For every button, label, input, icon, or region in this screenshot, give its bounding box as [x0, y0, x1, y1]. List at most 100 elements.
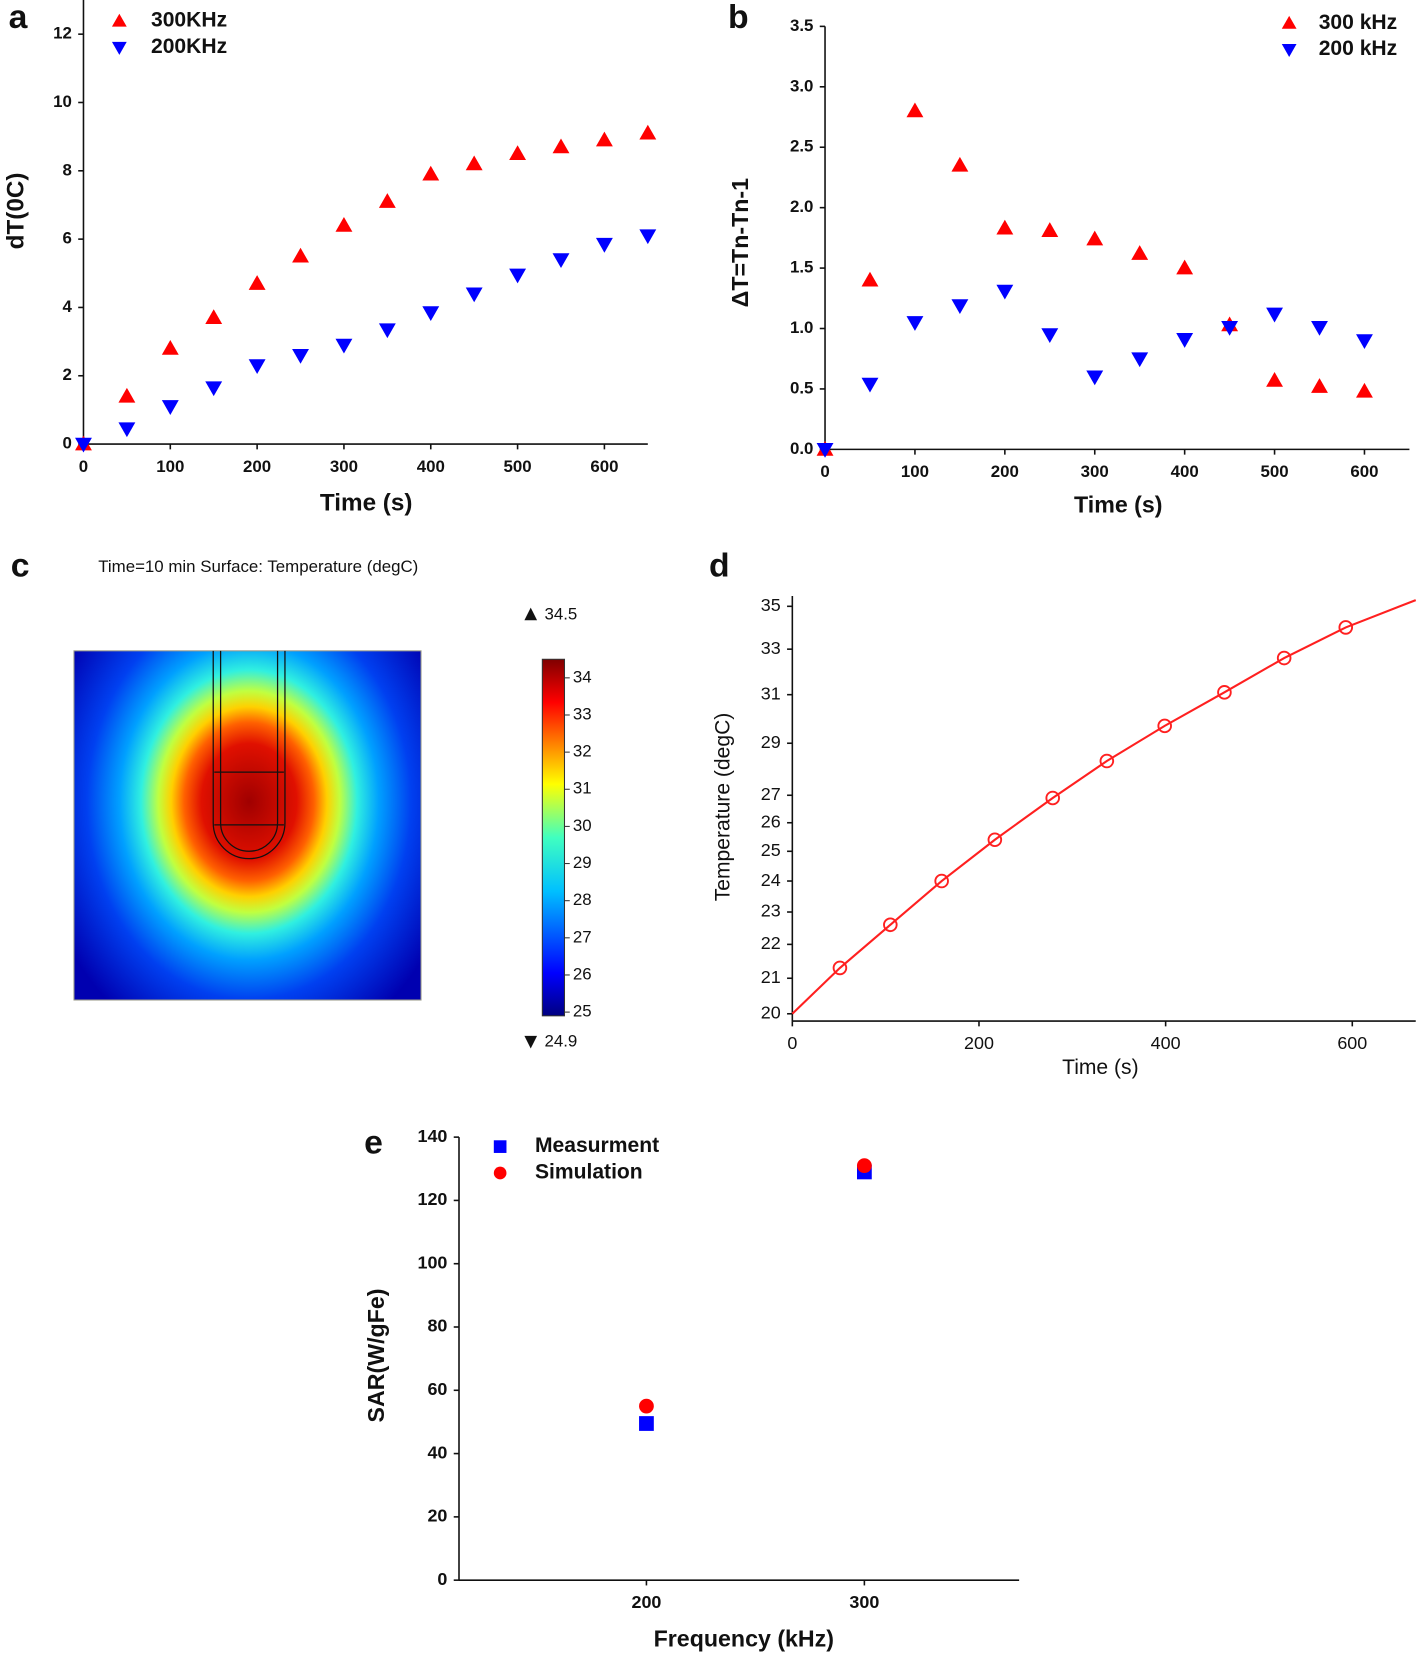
x-tick-label: 200	[991, 462, 1019, 481]
x-tick-label: 400	[1151, 1033, 1181, 1053]
y-tick-label: 20	[761, 1003, 781, 1023]
marker	[996, 284, 1014, 300]
marker	[465, 155, 483, 171]
marker	[832, 960, 848, 976]
marker	[335, 338, 353, 354]
x-tick-label: 100	[156, 457, 184, 476]
marker	[1221, 320, 1239, 336]
colorbar-tick-label: 25	[573, 1002, 592, 1021]
marker	[1131, 352, 1149, 368]
x-axis-title: Time (s)	[320, 490, 413, 517]
marker	[861, 271, 879, 287]
marker	[422, 165, 440, 181]
y-tick-label: 3.5	[790, 16, 813, 35]
marker	[906, 316, 924, 331]
marker	[1086, 230, 1104, 246]
x-tick-label: 600	[1350, 462, 1378, 481]
x-tick-label: 600	[590, 457, 618, 476]
marker	[934, 873, 949, 889]
x-axis-title: Time (s)	[1062, 1056, 1139, 1079]
y-axis-title: dT(0C)	[2, 173, 29, 250]
legend-label: 300KHz	[151, 9, 227, 32]
marker	[883, 917, 898, 933]
heatmap-title: Time=10 min Surface: Temperature (degC)	[98, 557, 418, 576]
x-tick-label: 0	[820, 462, 829, 481]
marker	[1311, 378, 1328, 393]
marker	[996, 219, 1014, 235]
legend-marker	[111, 13, 127, 27]
x-tick-label: 300	[330, 457, 358, 476]
legend-label: 200KHz	[151, 35, 227, 58]
y-axis-title: ΔT=Tn-Tn-1	[727, 178, 753, 307]
y-tick-label: 3.0	[790, 76, 813, 95]
y-tick-label: 12	[53, 24, 72, 43]
marker	[1338, 620, 1354, 635]
marker	[1276, 650, 1292, 666]
min-arrow	[524, 1035, 538, 1049]
legend-label: Measurment	[535, 1134, 659, 1157]
y-tick-label: 8	[62, 160, 71, 179]
x-tick-label: 200	[631, 1592, 661, 1612]
marker	[1099, 753, 1115, 769]
colorbar-tick-label: 32	[573, 742, 592, 761]
y-tick-label: 2.0	[790, 197, 813, 216]
y-tick-label: 80	[427, 1316, 447, 1336]
marker	[248, 359, 266, 374]
x-tick-label: 100	[901, 462, 929, 481]
y-axis-title: SAR(W/gFe)	[363, 1289, 389, 1423]
marker	[1086, 370, 1104, 386]
marker	[118, 387, 136, 403]
colorbar-tick-label: 30	[573, 816, 592, 835]
x-tick-label: 400	[417, 457, 445, 476]
panel-label: d	[709, 546, 730, 584]
marker	[639, 229, 657, 245]
marker	[1311, 320, 1328, 336]
marker	[861, 377, 879, 393]
x-tick-label: 600	[1337, 1033, 1367, 1053]
legend-marker	[1281, 44, 1297, 57]
colorbar-min: 24.9	[544, 1032, 577, 1051]
marker	[1217, 685, 1232, 700]
marker	[118, 422, 136, 438]
legend-label: 200 kHz	[1319, 37, 1398, 60]
panel-label: e	[364, 1123, 383, 1161]
marker	[595, 237, 613, 253]
y-tick-label: 27	[761, 784, 781, 804]
legend-marker	[493, 1166, 507, 1180]
panel-label: a	[9, 0, 28, 36]
y-tick-label: 26	[761, 811, 781, 831]
marker	[595, 131, 613, 147]
y-tick-label: 1.5	[790, 258, 813, 277]
marker	[1131, 245, 1149, 260]
x-tick-label: 300	[849, 1592, 879, 1612]
marker	[378, 193, 396, 208]
y-tick-label: 21	[761, 967, 781, 987]
marker	[1041, 222, 1059, 237]
legend-marker	[1281, 15, 1297, 29]
colorbar-tick-label: 31	[573, 779, 592, 798]
marker	[509, 145, 527, 161]
marker	[292, 348, 309, 364]
y-tick-label: 0.0	[790, 439, 813, 458]
marker	[639, 1398, 654, 1414]
marker	[335, 217, 353, 232]
marker	[987, 832, 1003, 848]
marker	[75, 437, 92, 453]
y-tick-label: 60	[427, 1379, 447, 1399]
marker	[816, 443, 834, 458]
marker	[205, 309, 223, 325]
colorbar-max: 34.5	[544, 604, 577, 623]
marker	[161, 400, 179, 415]
colorbar-tick-label: 28	[573, 890, 592, 909]
colorbar-tick-label: 33	[573, 704, 592, 723]
y-tick-label: 23	[761, 901, 781, 921]
marker	[1157, 718, 1172, 734]
marker	[1176, 259, 1194, 275]
colorbar-tick-label: 29	[573, 853, 592, 872]
y-tick-label: 24	[761, 870, 781, 890]
legend-label: 300 kHz	[1319, 11, 1398, 34]
max-arrow	[524, 607, 538, 621]
x-tick-label: 200	[243, 457, 271, 476]
